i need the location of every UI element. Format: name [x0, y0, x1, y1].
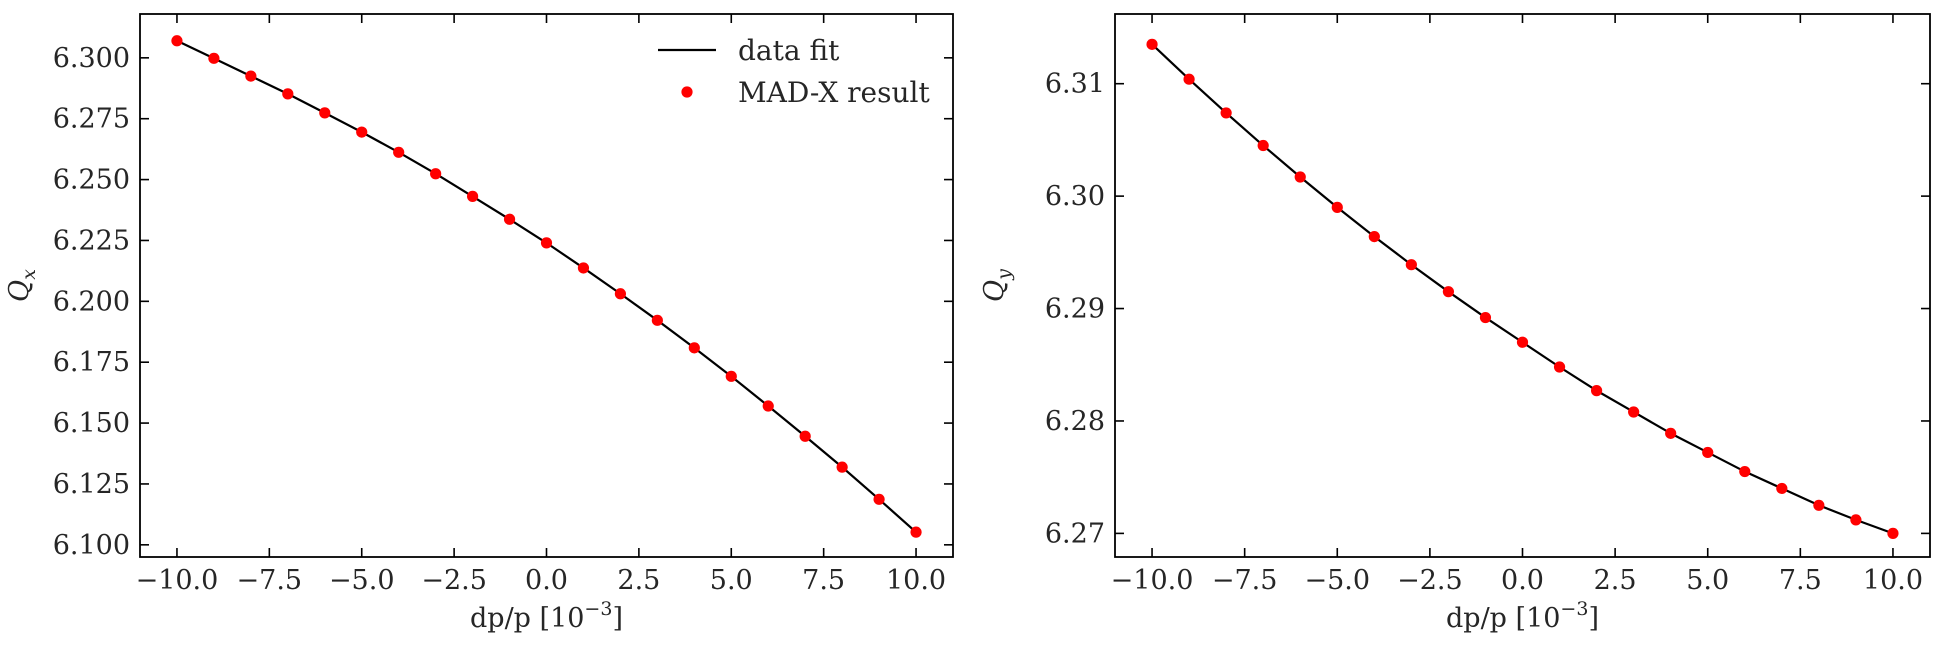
- x-tick-label: 5.0: [1686, 565, 1729, 596]
- data-point: [651, 314, 663, 326]
- data-point: [1850, 514, 1862, 526]
- x-tick-label: −7.5: [1212, 565, 1278, 596]
- plot-frame: [1114, 13, 1931, 558]
- y-tick-label: 6.275: [53, 104, 130, 135]
- y-tick-label: 6.31: [1045, 69, 1105, 100]
- data-point: [430, 168, 442, 180]
- y-tick-label: 6.29: [1045, 294, 1105, 325]
- data-point: [1553, 361, 1566, 373]
- data-point: [1776, 482, 1788, 495]
- data-point: [1479, 311, 1492, 324]
- y-tick-label: 6.225: [53, 225, 130, 256]
- x-tick-label: 2.5: [1594, 565, 1637, 596]
- data-point: [910, 526, 922, 538]
- data-point: [466, 190, 479, 202]
- legend-dot-swatch: [681, 86, 693, 98]
- x-tick-label: −7.5: [237, 565, 303, 596]
- data-point: [836, 461, 848, 473]
- y-tick-label: 6.30: [1045, 181, 1105, 212]
- legend-label-madx: MAD-X result: [738, 76, 930, 109]
- chart-panel-2: −10.0 −7.5 −5.0 −2.5 0.0 2.5 5.0 7.5 10.0 6.27 6.2…: [979, 13, 1931, 634]
- data-point: [540, 237, 553, 249]
- x-tick-label: 0.0: [525, 565, 568, 596]
- x-tick-label: 0.0: [1501, 565, 1544, 596]
- y-tick-label: 6.150: [53, 408, 130, 439]
- data-point: [1183, 73, 1195, 85]
- data-point: [208, 52, 220, 64]
- x-tick-label: −10.0: [136, 565, 219, 596]
- x-tick-label: 10.0: [1863, 565, 1923, 596]
- x-tick-label: −2.5: [421, 565, 487, 596]
- data-point: [1702, 446, 1714, 459]
- data-point: [356, 126, 368, 138]
- x-tick-label: −5.0: [329, 565, 395, 596]
- data-point: [171, 35, 183, 47]
- data-point: [1368, 231, 1380, 243]
- x-tick-label: 2.5: [617, 565, 660, 596]
- data-point: [762, 400, 774, 412]
- y-tick-label: 6.27: [1045, 518, 1105, 549]
- data-point: [1442, 286, 1455, 298]
- data-point: [319, 107, 331, 119]
- data-point: [1257, 139, 1269, 152]
- x-tick-label: −5.0: [1304, 565, 1370, 596]
- y-tick-label: 6.200: [53, 286, 130, 317]
- data-point: [503, 213, 516, 225]
- data-point: [688, 342, 700, 354]
- x-tick-label: 7.5: [802, 565, 845, 596]
- data-point: [873, 493, 885, 505]
- y-axis-label: Qy: [979, 269, 1015, 302]
- data-point: [1146, 38, 1158, 50]
- data-point: [1813, 499, 1825, 511]
- x-axis-label: dp/p [10−3]: [1446, 598, 1599, 634]
- data-point: [1331, 201, 1343, 213]
- y-axis-label: Qx: [4, 269, 40, 302]
- data-point: [614, 288, 627, 300]
- series-line-fit: [1151, 43, 1894, 535]
- y-tick-label: 6.125: [53, 469, 130, 500]
- data-point: [1405, 259, 1417, 271]
- y-tick-label: 6.250: [53, 165, 130, 196]
- data-point: [1665, 427, 1677, 439]
- data-point: [1628, 406, 1640, 418]
- x-tick-label: −10.0: [1111, 565, 1194, 596]
- x-axis-label: dp/p [10−3]: [470, 598, 623, 634]
- y-tick-label: 6.100: [53, 530, 130, 561]
- chart-panel-1: −10.0 −7.5 −5.0 −2.5 0.0 2.5 5.0 7.5 10.0 6.100 6.…: [4, 13, 954, 634]
- y-tick-label: 6.175: [53, 347, 130, 378]
- data-point: [282, 88, 294, 100]
- x-tick-label: 5.0: [710, 565, 753, 596]
- data-point: [393, 146, 405, 158]
- data-point: [1516, 336, 1529, 348]
- y-tick-label: 6.300: [53, 43, 130, 74]
- x-tick-label: 7.5: [1779, 565, 1822, 596]
- data-point: [577, 262, 590, 274]
- legend-label-fit: data fit: [738, 34, 840, 67]
- data-point: [245, 70, 257, 82]
- data-point: [1739, 465, 1751, 478]
- data-point: [1294, 171, 1306, 183]
- data-point: [1220, 107, 1232, 119]
- data-point: [1887, 527, 1899, 539]
- data-point: [725, 370, 737, 382]
- x-tick-label: −2.5: [1397, 565, 1463, 596]
- y-tick-label: 6.28: [1045, 406, 1105, 437]
- series-line-fit: [176, 39, 917, 533]
- legend: data fit MAD-X result: [658, 34, 930, 109]
- data-point: [1590, 385, 1603, 397]
- x-tick-label: 10.0: [886, 565, 946, 596]
- data-point: [799, 430, 811, 442]
